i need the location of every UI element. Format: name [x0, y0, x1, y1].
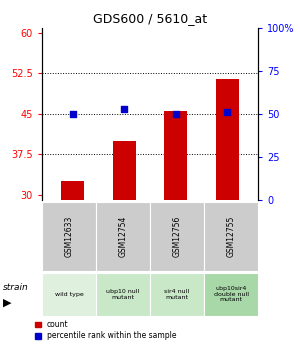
Title: GDS600 / 5610_at: GDS600 / 5610_at — [93, 12, 207, 25]
Text: ▶: ▶ — [3, 298, 11, 308]
Bar — [164, 111, 187, 200]
Text: sir4 null
mutant: sir4 null mutant — [164, 289, 190, 299]
Bar — [216, 79, 239, 200]
Text: GSM12754: GSM12754 — [118, 216, 127, 257]
Text: wild type: wild type — [55, 292, 83, 297]
Text: GSM12633: GSM12633 — [64, 216, 74, 257]
Text: ubp10sir4
double null
mutant: ubp10sir4 double null mutant — [214, 286, 248, 303]
Text: strain: strain — [3, 283, 29, 292]
Text: GSM12756: GSM12756 — [172, 216, 182, 257]
Legend: count, percentile rank within the sample: count, percentile rank within the sample — [34, 319, 177, 341]
Point — [70, 111, 75, 117]
Point — [225, 109, 230, 115]
Text: GSM12755: GSM12755 — [226, 216, 236, 257]
Bar — [61, 181, 84, 200]
Bar — [113, 141, 136, 200]
Point — [173, 111, 178, 117]
Point — [122, 106, 127, 111]
Text: ubp10 null
mutant: ubp10 null mutant — [106, 289, 140, 299]
